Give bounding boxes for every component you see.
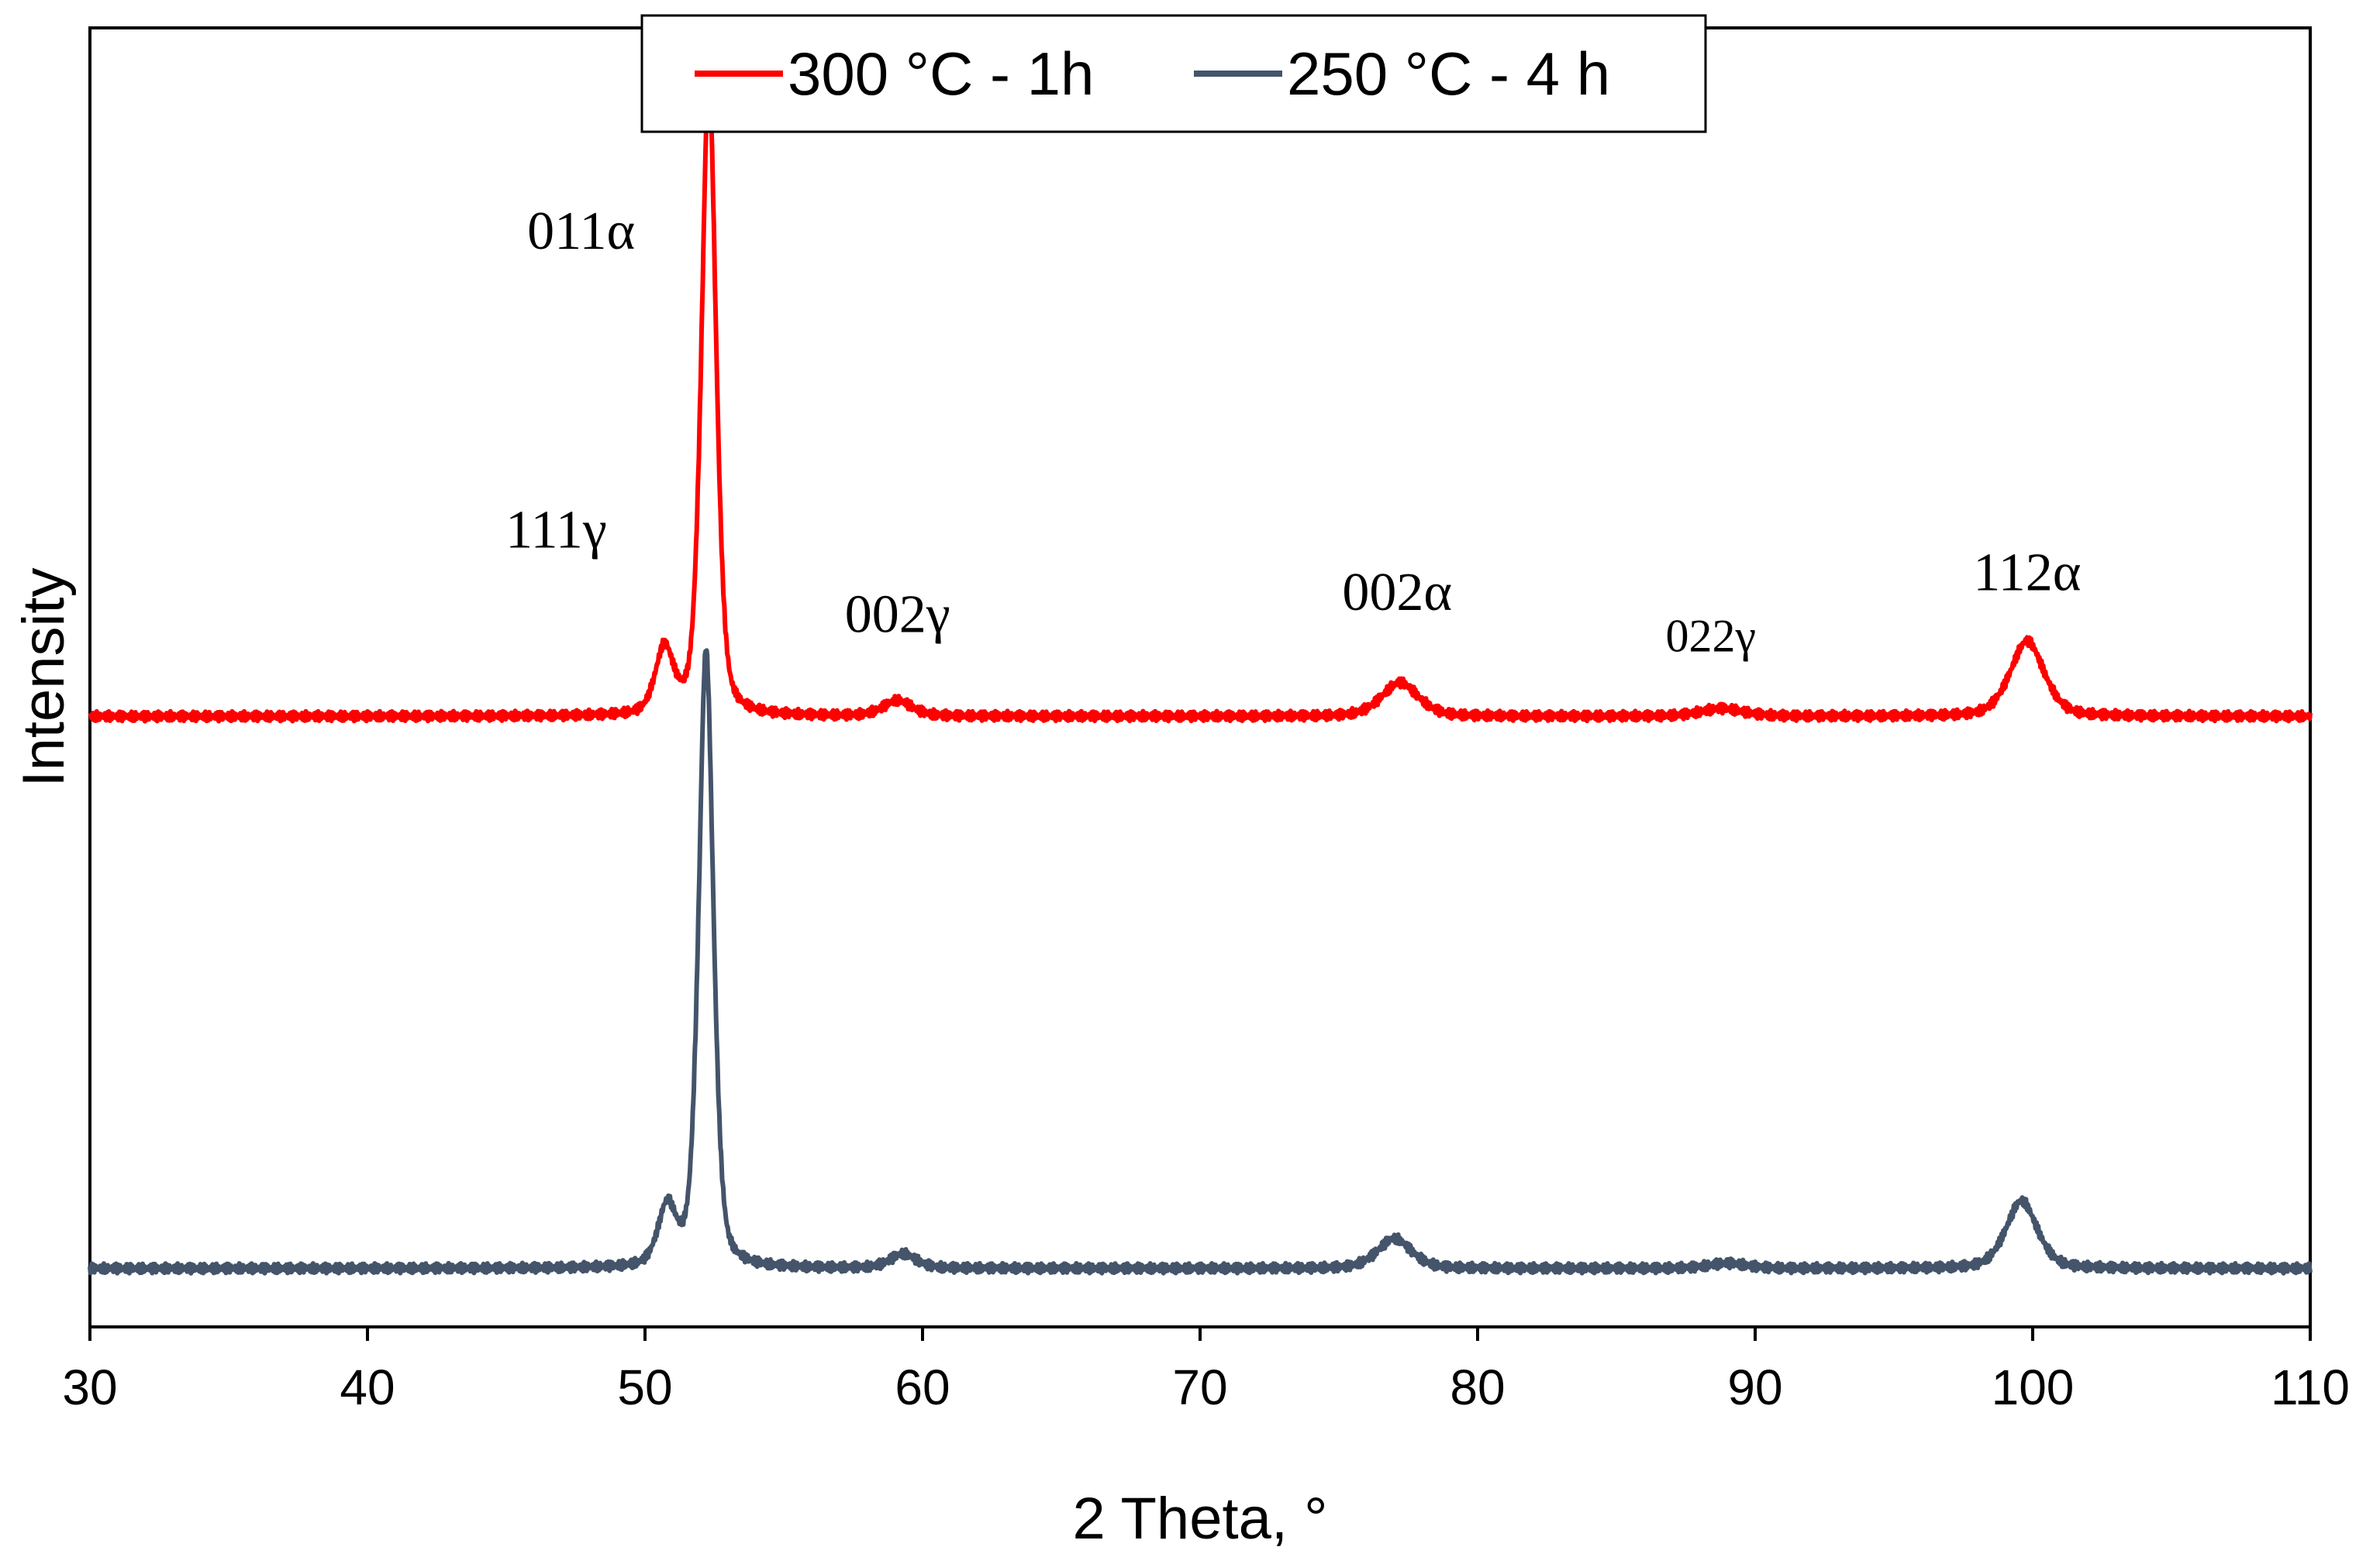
legend: 300 °C - 1h 250 °C - 4 h xyxy=(640,14,1707,133)
x-tick-label: 50 xyxy=(617,1359,672,1415)
annotation-layer: 011α 111γ 002γ 002α 022γ 112α xyxy=(505,202,2081,662)
peak-label: 022γ xyxy=(1665,610,1756,661)
legend-label-250c: 250 °C - 4 h xyxy=(1287,40,1610,108)
peak-label: 002α xyxy=(1342,563,1452,622)
x-tick-label: 70 xyxy=(1172,1359,1227,1415)
x-tick-label: 90 xyxy=(1727,1359,1782,1415)
peak-label: 011α xyxy=(527,202,635,261)
x-tick-label: 100 xyxy=(1992,1359,2075,1415)
plot-area xyxy=(88,26,2312,1328)
series-layer xyxy=(88,75,2313,1276)
peak-label: 111γ xyxy=(505,500,607,560)
legend-label-300c: 300 °C - 1h xyxy=(788,40,1094,108)
x-tick-label: 60 xyxy=(895,1359,950,1415)
legend-box xyxy=(640,14,1707,133)
x-tick-label: 80 xyxy=(1450,1359,1505,1415)
x-tick-label: 110 xyxy=(2271,1359,2350,1415)
series-line-300c-1h xyxy=(88,75,2313,724)
x-axis-title: 2 Theta, ° xyxy=(1073,1486,1328,1552)
x-axis: 30 40 50 60 70 80 90 100 110 xyxy=(62,1327,2350,1415)
peak-label: 002γ xyxy=(845,584,950,644)
peak-label: 112α xyxy=(1973,543,2081,603)
y-axis-title: Intensity xyxy=(11,567,77,787)
x-tick-label: 30 xyxy=(62,1359,117,1415)
x-tick-label: 40 xyxy=(340,1359,395,1415)
series-line-250c-4h xyxy=(88,648,2313,1276)
